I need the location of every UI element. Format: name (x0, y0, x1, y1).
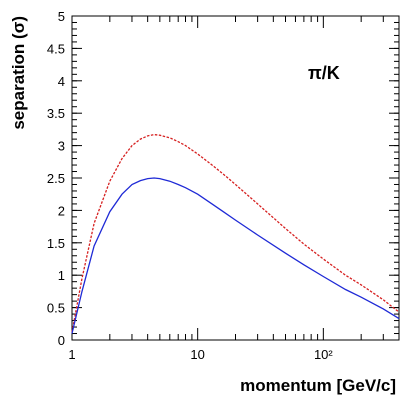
y-tick-label: 3.5 (47, 106, 65, 121)
y-tick-label: 4 (58, 74, 65, 89)
y-tick-label: 1 (58, 268, 65, 283)
x-axis-title: momentum [GeV/c] (240, 376, 396, 395)
y-axis-tick-labels: 0 0.5 1 1.5 2 2.5 3 3.5 4 4.5 5 (47, 9, 65, 348)
y-tick-label: 0.5 (47, 301, 65, 316)
x-axis-tick-labels: 1 10 10² (68, 347, 333, 362)
y-tick-label: 1.5 (47, 236, 65, 251)
y-tick-label: 3 (58, 139, 65, 154)
x-tick-label: 1 (68, 347, 75, 362)
x-axis-ticks (71, 16, 400, 340)
y-tick-label: 4.5 (47, 41, 65, 56)
annotation-label: π/K (308, 63, 340, 83)
series-layer (71, 133, 400, 334)
x-tick-label: 10 (190, 347, 204, 362)
series-line-2 (71, 177, 400, 334)
y-tick-label: 2.5 (47, 171, 65, 186)
series-line-1 (71, 133, 400, 333)
y-axis-title: separation (σ) (9, 16, 28, 130)
y-tick-label: 5 (58, 9, 65, 24)
x-tick-label: 10² (314, 347, 333, 362)
y-tick-label: 2 (58, 203, 65, 218)
y-axis-ticks (72, 15, 399, 341)
y-tick-label: 0 (58, 333, 65, 348)
